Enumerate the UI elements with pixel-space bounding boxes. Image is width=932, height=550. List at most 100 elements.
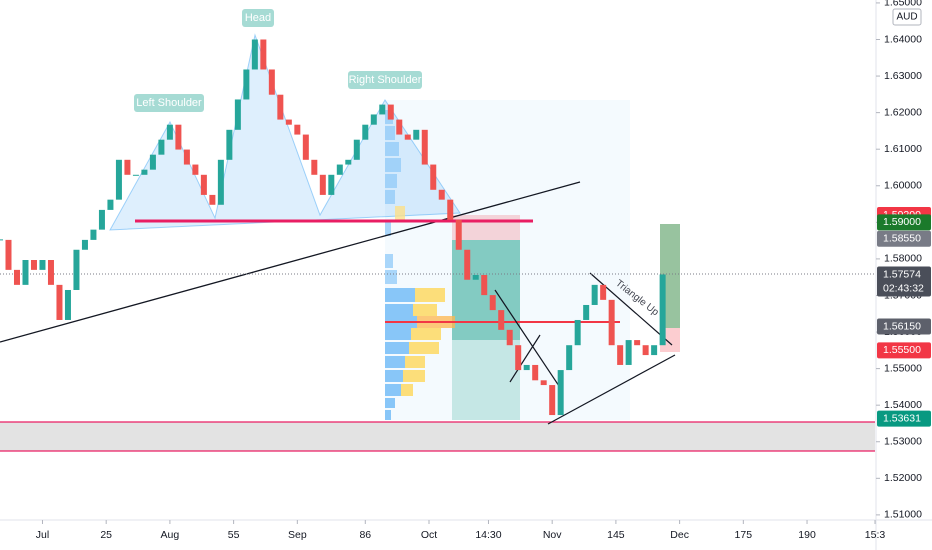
candle bbox=[319, 174, 326, 195]
price-marks bbox=[0, 39, 666, 416]
candle bbox=[651, 345, 658, 356]
support-zone bbox=[0, 422, 875, 451]
vp-bar bbox=[385, 126, 395, 140]
vp-bar bbox=[405, 356, 425, 368]
candle bbox=[600, 284, 607, 300]
candle bbox=[149, 154, 156, 170]
price-axis: 1.65000 1.64000 1.63000 1.62000 1.61000 1.600… bbox=[876, 0, 922, 521]
x-tick-label: 145 bbox=[607, 529, 625, 541]
vp-bar bbox=[385, 190, 395, 204]
y-tick-label: 1.53000 bbox=[884, 436, 922, 448]
candle bbox=[583, 304, 590, 320]
candle bbox=[379, 104, 386, 115]
drawings bbox=[0, 33, 875, 452]
candle bbox=[557, 370, 564, 416]
candle bbox=[438, 189, 445, 200]
candle bbox=[56, 284, 63, 320]
candle bbox=[226, 129, 233, 160]
candle bbox=[141, 169, 148, 175]
x-tick-label: 25 bbox=[100, 529, 112, 541]
y-tick-label: 1.61000 bbox=[884, 143, 922, 155]
candle bbox=[455, 219, 462, 250]
y-tick-label: 1.64000 bbox=[884, 33, 922, 45]
vp-bar bbox=[413, 304, 437, 316]
vp-bar bbox=[411, 328, 441, 340]
candle bbox=[260, 39, 267, 70]
candle bbox=[268, 69, 275, 95]
time-axis: Jul 25 Aug 55 Sep 86 Oct 14:30 Nov 145 Dec 175 190 15… bbox=[36, 520, 885, 541]
annotation: Right Shoulder bbox=[349, 74, 422, 86]
candle bbox=[200, 174, 207, 195]
price-tag-label: 1.58550 bbox=[883, 233, 921, 245]
candle bbox=[642, 345, 649, 356]
candle bbox=[506, 329, 513, 346]
x-tick-label: Sep bbox=[288, 529, 307, 541]
trend-line bbox=[0, 181, 581, 343]
wedge-line bbox=[494, 289, 564, 393]
x-tick-label: Jul bbox=[36, 529, 49, 541]
candle bbox=[251, 39, 258, 70]
x-tick-label: 86 bbox=[359, 529, 371, 541]
candle bbox=[311, 159, 318, 175]
candle bbox=[404, 134, 411, 140]
price-tag-label: 1.57574 bbox=[883, 268, 921, 280]
candle bbox=[107, 199, 114, 210]
x-tick-label: Nov bbox=[543, 529, 562, 541]
candle bbox=[472, 274, 479, 280]
candle bbox=[464, 249, 471, 280]
candle bbox=[166, 124, 173, 140]
label-box bbox=[242, 9, 274, 27]
annotation: Head bbox=[245, 12, 271, 24]
candle bbox=[234, 99, 241, 130]
price-tag bbox=[877, 230, 931, 247]
candle bbox=[413, 129, 420, 140]
countdown: 02:43:32 bbox=[883, 282, 924, 294]
candle bbox=[489, 295, 496, 311]
candle bbox=[217, 159, 224, 205]
candle bbox=[353, 139, 360, 160]
x-tick-label: Aug bbox=[161, 529, 180, 541]
candle bbox=[47, 260, 54, 285]
y-tick-label: 1.52000 bbox=[884, 472, 922, 484]
price-tag bbox=[877, 410, 931, 427]
candle bbox=[13, 269, 20, 285]
candle bbox=[0, 239, 3, 241]
candle bbox=[90, 229, 97, 240]
vp-bar bbox=[385, 398, 395, 408]
stop-zone bbox=[452, 215, 520, 240]
candle bbox=[430, 164, 437, 190]
candle bbox=[523, 364, 530, 371]
candle bbox=[64, 289, 71, 320]
y-tick-label: 1.58000 bbox=[884, 253, 922, 265]
candle bbox=[617, 345, 624, 365]
vp-bar bbox=[385, 370, 403, 382]
y-tick-label: 1.63000 bbox=[884, 70, 922, 82]
candle bbox=[209, 194, 216, 205]
price-tags: 1.592001.590001.585501.5757402:43:321.56… bbox=[877, 207, 931, 427]
candle bbox=[73, 249, 80, 290]
label-box bbox=[134, 94, 204, 112]
candle bbox=[659, 274, 666, 346]
candle bbox=[243, 69, 250, 100]
candle bbox=[634, 340, 641, 346]
candle bbox=[336, 164, 343, 175]
vp-bar bbox=[385, 270, 397, 284]
candle bbox=[549, 385, 556, 416]
label-box bbox=[348, 71, 422, 89]
y-tick-label: 1.62000 bbox=[884, 106, 922, 118]
annotation: Left Shoulder bbox=[136, 97, 202, 109]
candle bbox=[81, 239, 88, 250]
vp-bar bbox=[403, 370, 425, 382]
candle bbox=[183, 149, 190, 165]
candle bbox=[39, 260, 46, 270]
y-tick-label: 1.65000 bbox=[884, 0, 922, 9]
y-tick-label: 1.60000 bbox=[884, 180, 922, 192]
vp-bar bbox=[415, 288, 445, 302]
candle bbox=[574, 319, 581, 346]
candle bbox=[532, 364, 539, 381]
vp-bar bbox=[385, 356, 405, 368]
candle bbox=[608, 299, 615, 346]
candle bbox=[124, 159, 131, 175]
price-tag bbox=[877, 342, 931, 359]
